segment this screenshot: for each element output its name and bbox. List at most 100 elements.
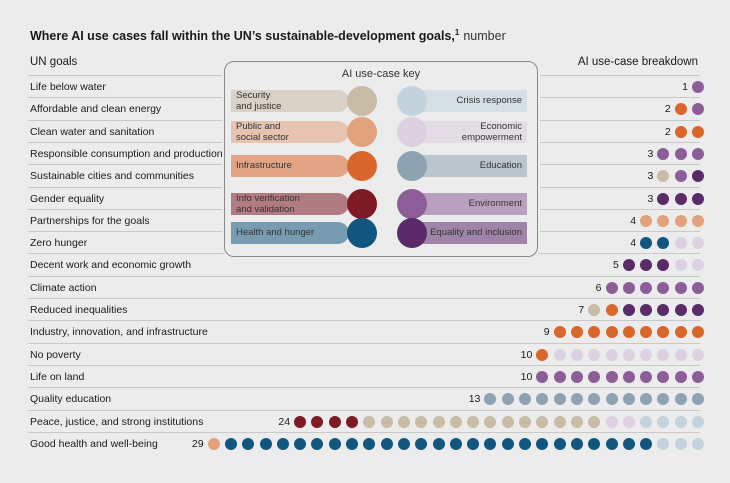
use-case-dot-environment bbox=[553, 370, 566, 383]
key-label: Environment bbox=[469, 198, 522, 209]
use-case-dot-security bbox=[363, 415, 376, 428]
goal-row: Good health and well-being 29 bbox=[28, 431, 704, 455]
goal-label: Partnerships for the goals bbox=[30, 214, 150, 227]
use-case-dot-infrastructure bbox=[674, 326, 687, 339]
use-case-dot-economic bbox=[674, 259, 687, 272]
key-swatch-economic bbox=[397, 117, 427, 147]
key-swatch-health bbox=[347, 218, 377, 248]
key-bar bbox=[409, 90, 527, 112]
key-bar bbox=[231, 193, 349, 215]
use-case-dot-health bbox=[553, 437, 566, 450]
goal-count: 5 bbox=[612, 259, 619, 272]
goal-label: Reduced inequalities bbox=[30, 304, 128, 316]
use-case-dot-environment bbox=[674, 281, 687, 294]
key-label-line: Economic bbox=[480, 121, 522, 132]
goal-label: Life below water bbox=[30, 81, 106, 93]
key-label-line: and justice bbox=[236, 101, 282, 112]
goal-row: Climate action 6 bbox=[28, 275, 704, 299]
use-case-dot-security bbox=[380, 415, 393, 428]
goal-row: Peace, justice, and strong institutions 2… bbox=[28, 409, 704, 433]
use-case-dot-security bbox=[415, 415, 428, 428]
goal-label: Climate action bbox=[30, 281, 97, 294]
goal-row: Reduced inequalities 7 bbox=[28, 298, 704, 321]
use-case-dot-economic bbox=[622, 348, 635, 361]
use-case-dot-economic bbox=[605, 415, 618, 428]
use-case-dot-environment bbox=[570, 370, 583, 383]
use-case-dot-economic bbox=[622, 415, 635, 428]
goal-count: 13 bbox=[468, 393, 481, 406]
use-case-dot-public bbox=[692, 214, 704, 227]
use-case-dot-education bbox=[640, 393, 653, 406]
use-case-dot-economic bbox=[674, 237, 687, 250]
use-case-dot-security bbox=[657, 170, 670, 183]
title-unit: number bbox=[463, 29, 506, 44]
use-case-dot-health bbox=[242, 437, 255, 450]
use-case-dot-environment bbox=[588, 370, 601, 383]
key-item-education: Education bbox=[397, 151, 527, 181]
key-label: Public and social sector bbox=[236, 121, 289, 143]
key-label: Health and hunger bbox=[236, 227, 314, 238]
key-swatch-crisis bbox=[397, 86, 427, 116]
use-case-dot-environment bbox=[674, 147, 687, 160]
goal-count: 29 bbox=[191, 437, 204, 450]
key-swatch-security bbox=[347, 86, 377, 116]
use-case-dot-education bbox=[501, 393, 514, 406]
use-case-dot-info bbox=[328, 415, 341, 428]
use-case-dot-education bbox=[484, 393, 497, 406]
key-swatch-public bbox=[347, 117, 377, 147]
use-case-dot-economic bbox=[588, 348, 601, 361]
title-text: Where AI use cases fall within the UN’s … bbox=[30, 29, 455, 44]
key-label-line: Public and bbox=[236, 121, 281, 132]
key-item-crisis: Crisis response bbox=[397, 86, 527, 116]
goal-row: Quality education 13 bbox=[28, 387, 704, 410]
use-case-dot-health bbox=[605, 437, 618, 450]
use-case-dot-health bbox=[501, 437, 514, 450]
goal-label: Peace, justice, and strong institutions bbox=[30, 415, 204, 428]
use-case-dot-equality bbox=[622, 259, 635, 272]
key-bar bbox=[231, 121, 349, 143]
key-item-info: Info verification and validation bbox=[231, 189, 377, 219]
un-goals-header: UN goals bbox=[30, 56, 78, 68]
goal-count: 10 bbox=[520, 370, 533, 383]
use-case-dot-health bbox=[328, 437, 341, 450]
use-case-dot-health bbox=[467, 437, 480, 450]
key-swatch-education bbox=[397, 151, 427, 181]
use-case-key: AI use-case key Security and justice Publi… bbox=[224, 61, 538, 257]
use-case-dot-economic bbox=[692, 348, 704, 361]
goal-label: Good health and well-being bbox=[30, 437, 158, 450]
use-case-dot-public bbox=[674, 214, 687, 227]
use-case-dot-security bbox=[536, 415, 549, 428]
use-case-dot-health bbox=[346, 437, 358, 450]
goal-label: Gender equality bbox=[30, 192, 105, 205]
goal-row: Industry, innovation, and infrastructure… bbox=[28, 320, 704, 343]
use-case-dot-infrastructure bbox=[674, 125, 687, 138]
use-case-dot-health bbox=[259, 437, 272, 450]
use-case-dot-education bbox=[622, 393, 635, 406]
goal-count: 10 bbox=[520, 348, 533, 361]
use-case-dot-infrastructure bbox=[692, 125, 704, 138]
use-case-dot-environment bbox=[692, 103, 704, 116]
use-case-dot-health bbox=[363, 437, 376, 450]
use-case-dot-environment bbox=[536, 370, 549, 383]
use-case-dot-health bbox=[640, 237, 653, 250]
goal-label: Clean water and sanitation bbox=[30, 125, 155, 138]
use-case-dot-equality bbox=[674, 192, 687, 205]
use-case-dot-infrastructure bbox=[622, 326, 635, 339]
key-label: Economic empowerment bbox=[462, 121, 522, 143]
key-label-line: Info verification bbox=[236, 193, 300, 204]
key-bar bbox=[231, 155, 349, 177]
use-case-dot-security bbox=[519, 415, 531, 428]
use-case-dot-security bbox=[501, 415, 514, 428]
goal-label: No poverty bbox=[30, 348, 81, 361]
key-bar bbox=[409, 121, 527, 143]
use-case-dot-info bbox=[311, 415, 324, 428]
key-label-line: empowerment bbox=[461, 132, 522, 143]
use-case-dot-security bbox=[467, 415, 480, 428]
goal-count: 4 bbox=[630, 214, 637, 227]
use-case-dot-health bbox=[415, 437, 428, 450]
key-bar bbox=[231, 222, 349, 244]
use-case-dot-environment bbox=[692, 147, 704, 160]
use-case-dot-security bbox=[484, 415, 497, 428]
use-case-dot-security bbox=[397, 415, 410, 428]
use-case-dot-environment bbox=[622, 281, 635, 294]
